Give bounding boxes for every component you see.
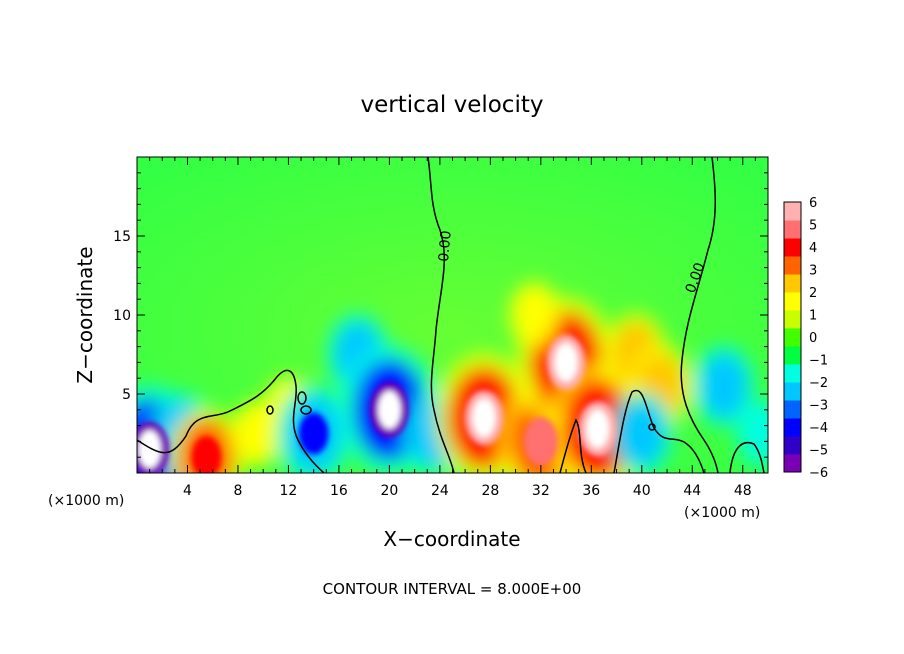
field-feature [516,289,553,341]
x-unit-right: (×1000 m) [684,505,760,521]
colorbar-tick-label: 5 [809,219,817,234]
y-axis-ticks: 5 10 15 [113,172,768,458]
field-feature-peak [378,390,401,429]
colorbar-segment [784,382,801,401]
chart-title: vertical velocity [361,92,544,118]
colorbar-segment [784,346,801,365]
y-axis-label: Z−coordinate [73,246,97,383]
colorbar-tick-label: −6 [809,466,828,481]
small-contour-d [648,423,656,431]
x-tick-label: 16 [330,483,348,499]
small-contour-c [266,405,274,415]
colorbar-segment [784,238,801,257]
colorbar-tick-label: −4 [809,421,828,436]
colorbar-segment [784,274,801,293]
field-feature-core [298,412,329,455]
x-axis-ticks: 4 8 12 16 20 24 28 32 36 40 44 48 [149,157,756,499]
x-tick-label: 40 [633,483,651,499]
colorbar-tick-label: 3 [809,264,817,279]
colorbar-segment [784,418,801,437]
field-feature-peak [586,409,609,448]
x-axis-label: X−coordinate [383,527,520,551]
x-tick-label: 32 [532,483,550,499]
colorbar-segment [784,202,801,221]
contour-interval-footer: CONTOUR INTERVAL = 8.000E+00 [323,580,582,598]
y-tick-label: 5 [122,387,131,403]
field-feature-core [523,417,558,466]
colorbar-tick-label: 4 [809,241,817,256]
y-tick-label: 10 [113,308,131,324]
colorbar-tick-label: 0 [809,331,817,346]
field-feature-peak [472,398,496,437]
zero-contour-left [427,157,455,473]
colorbar-segment [784,256,801,275]
x-tick-label: 48 [734,483,752,499]
colorbar-tick-label: −5 [809,444,828,459]
field-feature-peak [138,430,161,469]
colorbar-tick-label: −3 [809,399,828,414]
zero-contour-right [680,157,719,473]
zero-contours [137,157,765,473]
small-contour-a [297,391,307,405]
x-tick-label: 24 [431,483,449,499]
field-feature-core [191,436,222,473]
colorbar-tick-label: −1 [809,354,828,369]
colorbar-segment [784,220,801,239]
low-contours [137,369,325,473]
velocity-cores [137,334,617,473]
colorbar-segment [784,364,801,383]
field-feature [619,401,665,466]
colorbar-segment [784,436,801,455]
y-tick-label: 15 [113,229,131,245]
x-tick-label: 28 [481,483,499,499]
colorbar-tick-label: 1 [809,309,817,324]
small-contour-b [300,405,312,415]
x-unit-left: (×1000 m) [48,493,124,509]
colorbar-tick-label: 2 [809,286,817,301]
colorbar-tick-label: −2 [809,376,828,391]
colorbar-segment [784,454,801,473]
right-low-contour [613,389,705,473]
x-tick-label: 8 [233,483,242,499]
colorbar-segment [784,328,801,347]
colorbar-frame [783,201,802,473]
x-tick-label: 12 [280,483,298,499]
colorbar-segment [784,310,801,329]
x-tick-label: 44 [683,483,701,499]
x-tick-label: 4 [183,483,192,499]
far-right-contour [729,441,765,473]
x-tick-label: 36 [582,483,600,499]
field-feature [743,407,768,460]
field-feature-peak [554,343,578,382]
colorbar-segment [784,400,801,419]
x-tick-label: 20 [380,483,398,499]
field-feature [701,354,747,419]
colorbar-segment [784,292,801,311]
contour-label-left: 0.00 [436,230,455,262]
mid-low-contour [559,418,587,473]
colorbar-tick-label: 6 [809,196,817,211]
colorbar: 6 5 4 3 2 1 0 −1 −2 −3 −4 −5 −6 [783,196,828,481]
